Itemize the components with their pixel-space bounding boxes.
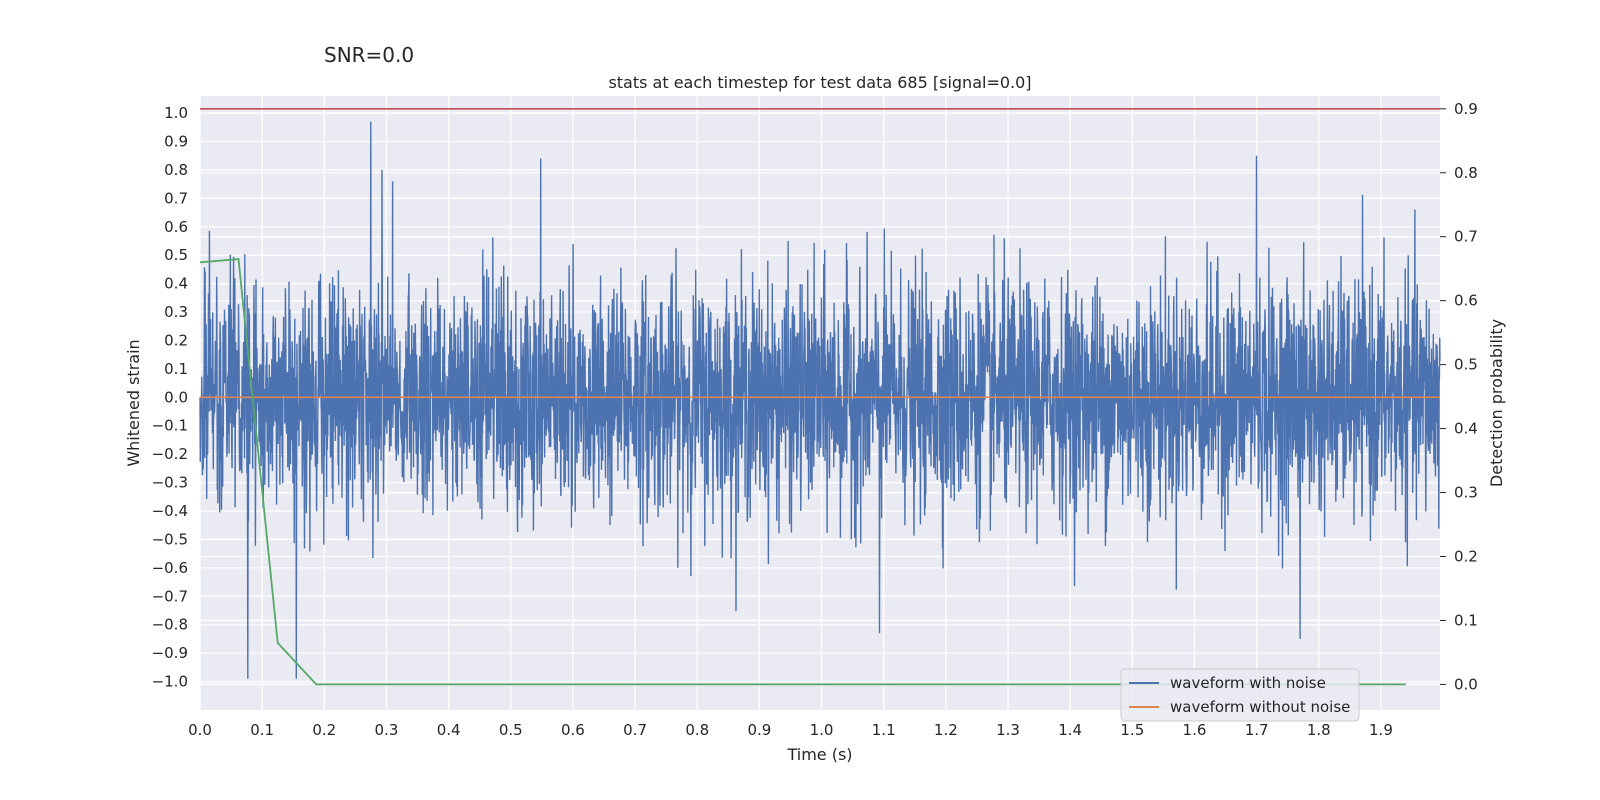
y-left-tick-label: 0.9 xyxy=(164,132,188,150)
suptitle: SNR=0.0 xyxy=(324,43,414,67)
x-tick-label: 1.2 xyxy=(934,721,958,739)
y-right-tick-label: 0.6 xyxy=(1454,292,1478,310)
y-right-tick-label: 0.3 xyxy=(1454,484,1478,502)
x-tick-label: 1.0 xyxy=(810,721,834,739)
y-right-tick-label: 0.8 xyxy=(1454,164,1478,182)
y-axis-left-label: Whitened strain xyxy=(124,339,143,466)
y-left-tick-label: 0.1 xyxy=(164,360,188,378)
y-left-tick-label: 0.5 xyxy=(164,246,188,264)
y-right-tick-label: 0.2 xyxy=(1454,548,1478,566)
x-tick-label: 1.6 xyxy=(1183,721,1207,739)
y-left-tick-label: 0.7 xyxy=(164,189,188,207)
y-left-tick-label: −0.2 xyxy=(152,445,188,463)
x-tick-label: 0.3 xyxy=(375,721,399,739)
y-left-tick-label: 0.2 xyxy=(164,331,188,349)
y-left-tick-label: −0.4 xyxy=(152,502,188,520)
y-left-tick-label: −0.6 xyxy=(152,559,188,577)
x-tick-label: 0.7 xyxy=(623,721,647,739)
x-tick-label: 1.4 xyxy=(1058,721,1082,739)
y-right-tick-label: 0.7 xyxy=(1454,228,1478,246)
y-axis-right-label: Detection probability xyxy=(1487,319,1506,487)
y-left-tick-label: −0.1 xyxy=(152,417,188,435)
x-tick-label: 0.4 xyxy=(437,721,461,739)
y-left-tick-label: −0.7 xyxy=(152,587,188,605)
y-left-tick-label: −0.3 xyxy=(152,474,188,492)
x-tick-label: 0.2 xyxy=(312,721,336,739)
y-right-tick-label: 0.1 xyxy=(1454,611,1478,629)
x-tick-label: 0.1 xyxy=(250,721,274,739)
y-left-tick-label: 1.0 xyxy=(164,104,188,122)
y-left-tick-label: 0.0 xyxy=(164,388,188,406)
y-right-tick-label: 0.5 xyxy=(1454,356,1478,374)
legend: waveform with noise waveform without noi… xyxy=(1120,668,1360,722)
x-tick-label: 0.5 xyxy=(499,721,523,739)
x-axis-label: Time (s) xyxy=(786,745,852,764)
legend-box xyxy=(1120,668,1360,722)
x-tick-label: 1.7 xyxy=(1245,721,1269,739)
x-tick-label: 1.3 xyxy=(996,721,1020,739)
legend-label-clean: waveform without noise xyxy=(1170,698,1350,716)
y-left-tick-label: 0.6 xyxy=(164,218,188,236)
y-right-tick-label: 0.4 xyxy=(1454,420,1478,438)
y-left-tick-label: −0.8 xyxy=(152,616,188,634)
y-left-tick-label: 0.3 xyxy=(164,303,188,321)
x-tick-label: 0.0 xyxy=(188,721,212,739)
tick-layer: 0.0 0.1 0.2 0.3 0.4 0.5 0.6 0.7 0.8 0.9 1.0 1.1 1.2 1… xyxy=(152,100,1478,739)
y-left-tick-label: −0.5 xyxy=(152,530,188,548)
x-tick-label: 1.1 xyxy=(872,721,896,739)
y-right-tick-label: 0.0 xyxy=(1454,675,1478,693)
x-tick-label: 0.8 xyxy=(685,721,709,739)
series-layer xyxy=(199,107,1441,686)
y-right-tick-label: 0.9 xyxy=(1454,100,1478,118)
x-tick-label: 1.5 xyxy=(1120,721,1144,739)
x-tick-label: 0.9 xyxy=(747,721,771,739)
y-left-tick-label: 0.4 xyxy=(164,275,188,293)
y-left-tick-label: −1.0 xyxy=(152,673,188,691)
x-tick-label: 1.8 xyxy=(1307,721,1331,739)
y-left-tick-label: 0.8 xyxy=(164,161,188,179)
x-tick-label: 1.9 xyxy=(1369,721,1393,739)
x-tick-label: 0.6 xyxy=(561,721,585,739)
y-left-tick-label: −0.9 xyxy=(152,644,188,662)
detection-probability-line xyxy=(199,258,1406,686)
chart-title: stats at each timestep for test data 685… xyxy=(608,73,1031,92)
legend-label-noisy: waveform with noise xyxy=(1170,674,1326,692)
